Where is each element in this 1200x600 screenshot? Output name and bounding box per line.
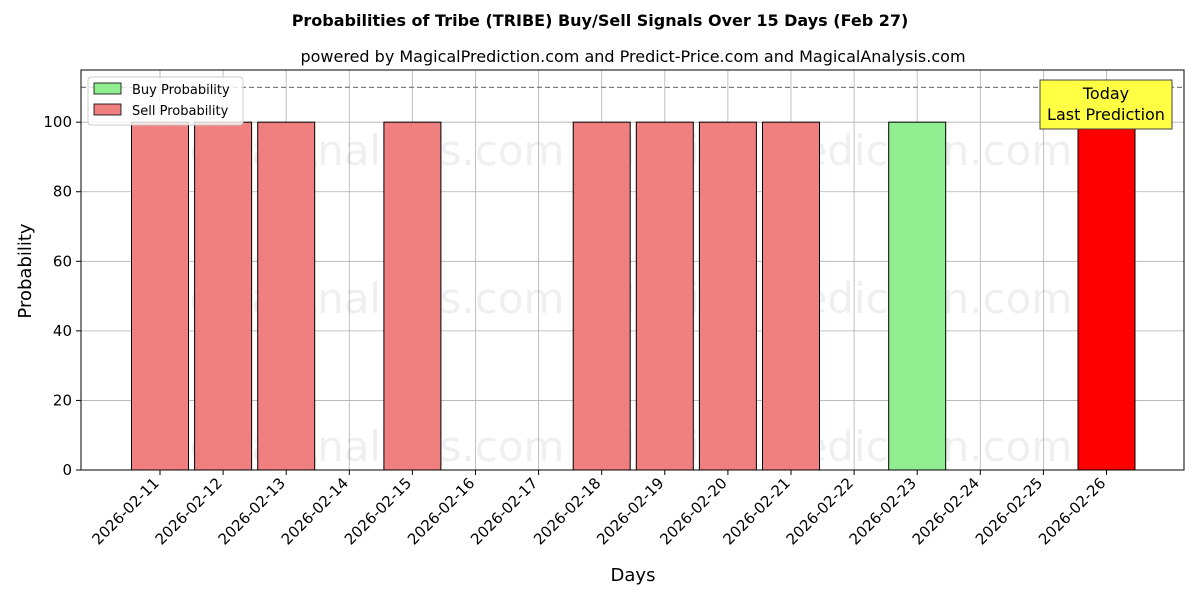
bar-sell-2026-02-15 bbox=[383, 121, 442, 471]
bar-buy-2026-02-23 bbox=[888, 121, 947, 471]
bar-sell-2026-02-26 bbox=[1077, 121, 1136, 471]
legend-swatch-sell bbox=[93, 103, 122, 116]
x-tick-label-2026-02-18: 2026-02-18 bbox=[530, 474, 604, 548]
x-tick-label-2026-02-15: 2026-02-15 bbox=[341, 474, 415, 548]
x-tick-label-2026-02-22: 2026-02-22 bbox=[783, 474, 857, 548]
legend-label-sell: Sell Probability bbox=[132, 104, 229, 119]
legend: Buy Probability Sell Probability bbox=[87, 76, 244, 126]
legend-swatch-buy bbox=[93, 82, 122, 95]
annotation-line-2: Last Prediction bbox=[1047, 105, 1165, 124]
chart-title: Probabilities of Tribe (TRIBE) Buy/Sell … bbox=[292, 11, 909, 30]
x-tick-label-2026-02-13: 2026-02-13 bbox=[215, 474, 289, 548]
bar-sell-2026-02-13 bbox=[257, 121, 316, 471]
x-tick-label-2026-02-20: 2026-02-20 bbox=[656, 474, 730, 548]
annotation-line-1: Today bbox=[1082, 84, 1129, 103]
x-tick-label-2026-02-26: 2026-02-26 bbox=[1035, 474, 1109, 548]
today-annotation: Today Last Prediction bbox=[1039, 79, 1173, 130]
bar-sell-2026-02-20 bbox=[698, 121, 757, 471]
bar-sell-2026-02-18 bbox=[572, 121, 631, 471]
watermark-analysis-2: MagicalAnalysis.com bbox=[128, 422, 565, 471]
x-tick-label-2026-02-24: 2026-02-24 bbox=[909, 474, 983, 548]
bar-sell-2026-02-21 bbox=[762, 121, 820, 471]
y-tick-label-4: 80 bbox=[53, 183, 72, 201]
x-tick-label-2026-02-23: 2026-02-23 bbox=[846, 474, 920, 548]
bar-sell-2026-02-11 bbox=[131, 121, 189, 471]
annotation-box bbox=[1039, 79, 1173, 130]
x-tick-label-2026-02-11: 2026-02-11 bbox=[88, 474, 162, 548]
bar-sell-2026-02-19 bbox=[635, 121, 694, 471]
x-tick-label-2026-02-25: 2026-02-25 bbox=[972, 474, 1046, 548]
legend-label-buy: Buy Probability bbox=[132, 83, 230, 98]
y-axis-ticks: 0 20 40 60 80 100 bbox=[43, 113, 81, 479]
chart-subtitle: powered by MagicalPrediction.com and Pre… bbox=[300, 47, 965, 66]
x-tick-label-2026-02-17: 2026-02-17 bbox=[467, 474, 541, 548]
y-tick-label-1: 20 bbox=[53, 391, 72, 409]
x-tick-label-2026-02-14: 2026-02-14 bbox=[278, 474, 352, 548]
y-tick-label-5: 100 bbox=[43, 113, 72, 131]
watermark-analysis-1: MagicalAnalysis.com bbox=[128, 274, 565, 323]
x-axis-label: Days bbox=[611, 565, 656, 586]
x-tick-label-2026-02-12: 2026-02-12 bbox=[152, 474, 226, 548]
x-tick-label-2026-02-19: 2026-02-19 bbox=[593, 474, 667, 548]
x-axis-ticks: 2026-02-112026-02-122026-02-132026-02-14… bbox=[88, 470, 1109, 548]
y-tick-label-3: 60 bbox=[53, 252, 72, 270]
y-tick-label-2: 40 bbox=[53, 322, 72, 340]
y-axis-label: Probability bbox=[15, 223, 36, 318]
watermark-analysis-0: MagicalAnalysis.com bbox=[128, 126, 565, 175]
plot-area bbox=[80, 69, 1185, 471]
x-tick-label-2026-02-16: 2026-02-16 bbox=[404, 474, 478, 548]
x-tick-label-2026-02-21: 2026-02-21 bbox=[719, 474, 793, 548]
bar-sell-2026-02-12 bbox=[194, 121, 253, 471]
legend-box bbox=[87, 76, 244, 126]
y-tick-label-0: 0 bbox=[62, 461, 72, 479]
